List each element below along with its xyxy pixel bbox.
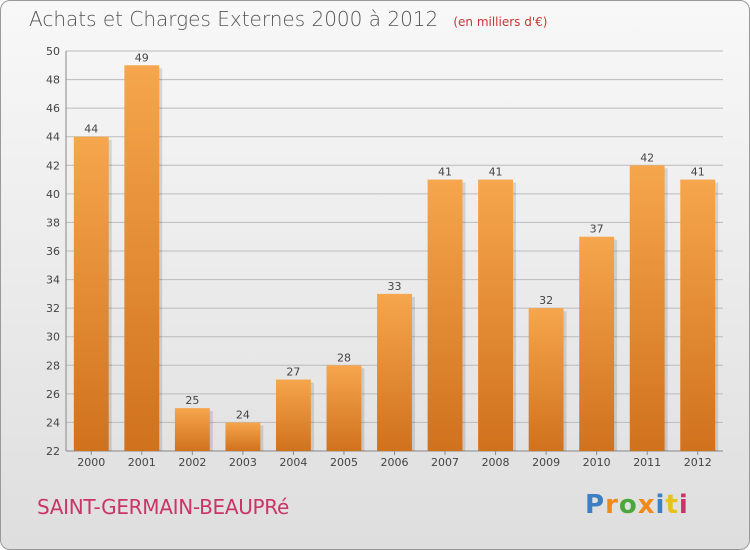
chart-title: Achats et Charges Externes 2000 à 2012	[29, 7, 439, 31]
x-tick-label: 2008	[482, 456, 510, 469]
bar	[174, 408, 210, 451]
logo-letter: x	[637, 490, 656, 520]
bar	[124, 65, 160, 452]
value-label: 27	[286, 366, 300, 379]
bar	[579, 236, 615, 451]
x-tick-label: 2004	[279, 456, 307, 469]
value-label: 41	[438, 166, 452, 179]
logo-letter: i	[678, 490, 689, 520]
bar	[427, 179, 463, 452]
y-tick-label: 34	[46, 274, 60, 287]
y-tick-label: 38	[46, 216, 60, 229]
x-tick-label: 2005	[330, 456, 358, 469]
logo-letter: t	[665, 490, 679, 520]
bar	[680, 179, 716, 452]
y-tick-label: 40	[46, 188, 60, 201]
logo-letter: r	[605, 490, 619, 520]
value-label: 25	[185, 394, 199, 407]
y-tick-label: 22	[46, 445, 60, 458]
value-label: 42	[640, 151, 654, 164]
bar	[326, 365, 362, 451]
x-tick-label: 2009	[532, 456, 560, 469]
x-tick-label: 2001	[128, 456, 156, 469]
value-label: 28	[337, 351, 351, 364]
y-tick-label: 30	[46, 331, 60, 344]
y-tick-label: 44	[46, 131, 60, 144]
x-tick-label: 2002	[178, 456, 206, 469]
bar	[478, 179, 514, 452]
x-tick-label: 2007	[431, 456, 459, 469]
x-tick-label: 2010	[583, 456, 611, 469]
logo-letter: P	[585, 490, 606, 520]
y-tick-label: 42	[46, 159, 60, 172]
bar	[377, 293, 412, 451]
chart-subtitle: (en milliers d'€)	[453, 15, 548, 29]
value-label: 41	[691, 166, 705, 179]
proxiti-logo[interactable]: Proxiti	[585, 490, 689, 520]
y-tick-label: 26	[46, 388, 60, 401]
logo-letter: o	[618, 490, 638, 520]
y-tick-label: 48	[46, 74, 60, 87]
y-tick-label: 24	[46, 416, 60, 429]
bars	[73, 65, 719, 452]
bar	[73, 136, 109, 451]
y-tick-label: 36	[46, 245, 60, 258]
x-tick-label: 2006	[381, 456, 409, 469]
value-label: 24	[236, 408, 250, 421]
x-tick-label: 2000	[77, 456, 105, 469]
logo-letter: i	[655, 490, 666, 520]
value-label: 49	[135, 51, 149, 64]
value-label: 41	[489, 166, 503, 179]
value-label: 33	[388, 280, 402, 293]
y-tick-label: 28	[46, 359, 60, 372]
value-label: 44	[84, 123, 98, 136]
commune-name: SAINT-GERMAIN-BEAUPRé	[37, 495, 290, 519]
bar	[629, 165, 665, 452]
x-tick-label: 2003	[229, 456, 257, 469]
bar	[275, 379, 311, 451]
value-label: 32	[539, 294, 553, 307]
labels: 44 49 25 24 27 28 33 41 41 32 37 42 41	[84, 51, 704, 421]
x-tick-label: 2011	[633, 456, 661, 469]
x-tick-label: 2012	[684, 456, 712, 469]
bar	[225, 422, 261, 451]
y-tick-label: 32	[46, 302, 60, 315]
value-label: 37	[590, 223, 604, 236]
chart-header: Achats et Charges Externes 2000 à 2012 (…	[29, 7, 547, 31]
bar	[528, 308, 564, 451]
y-tick-label: 50	[46, 45, 60, 58]
y-tick-label: 46	[46, 102, 60, 115]
